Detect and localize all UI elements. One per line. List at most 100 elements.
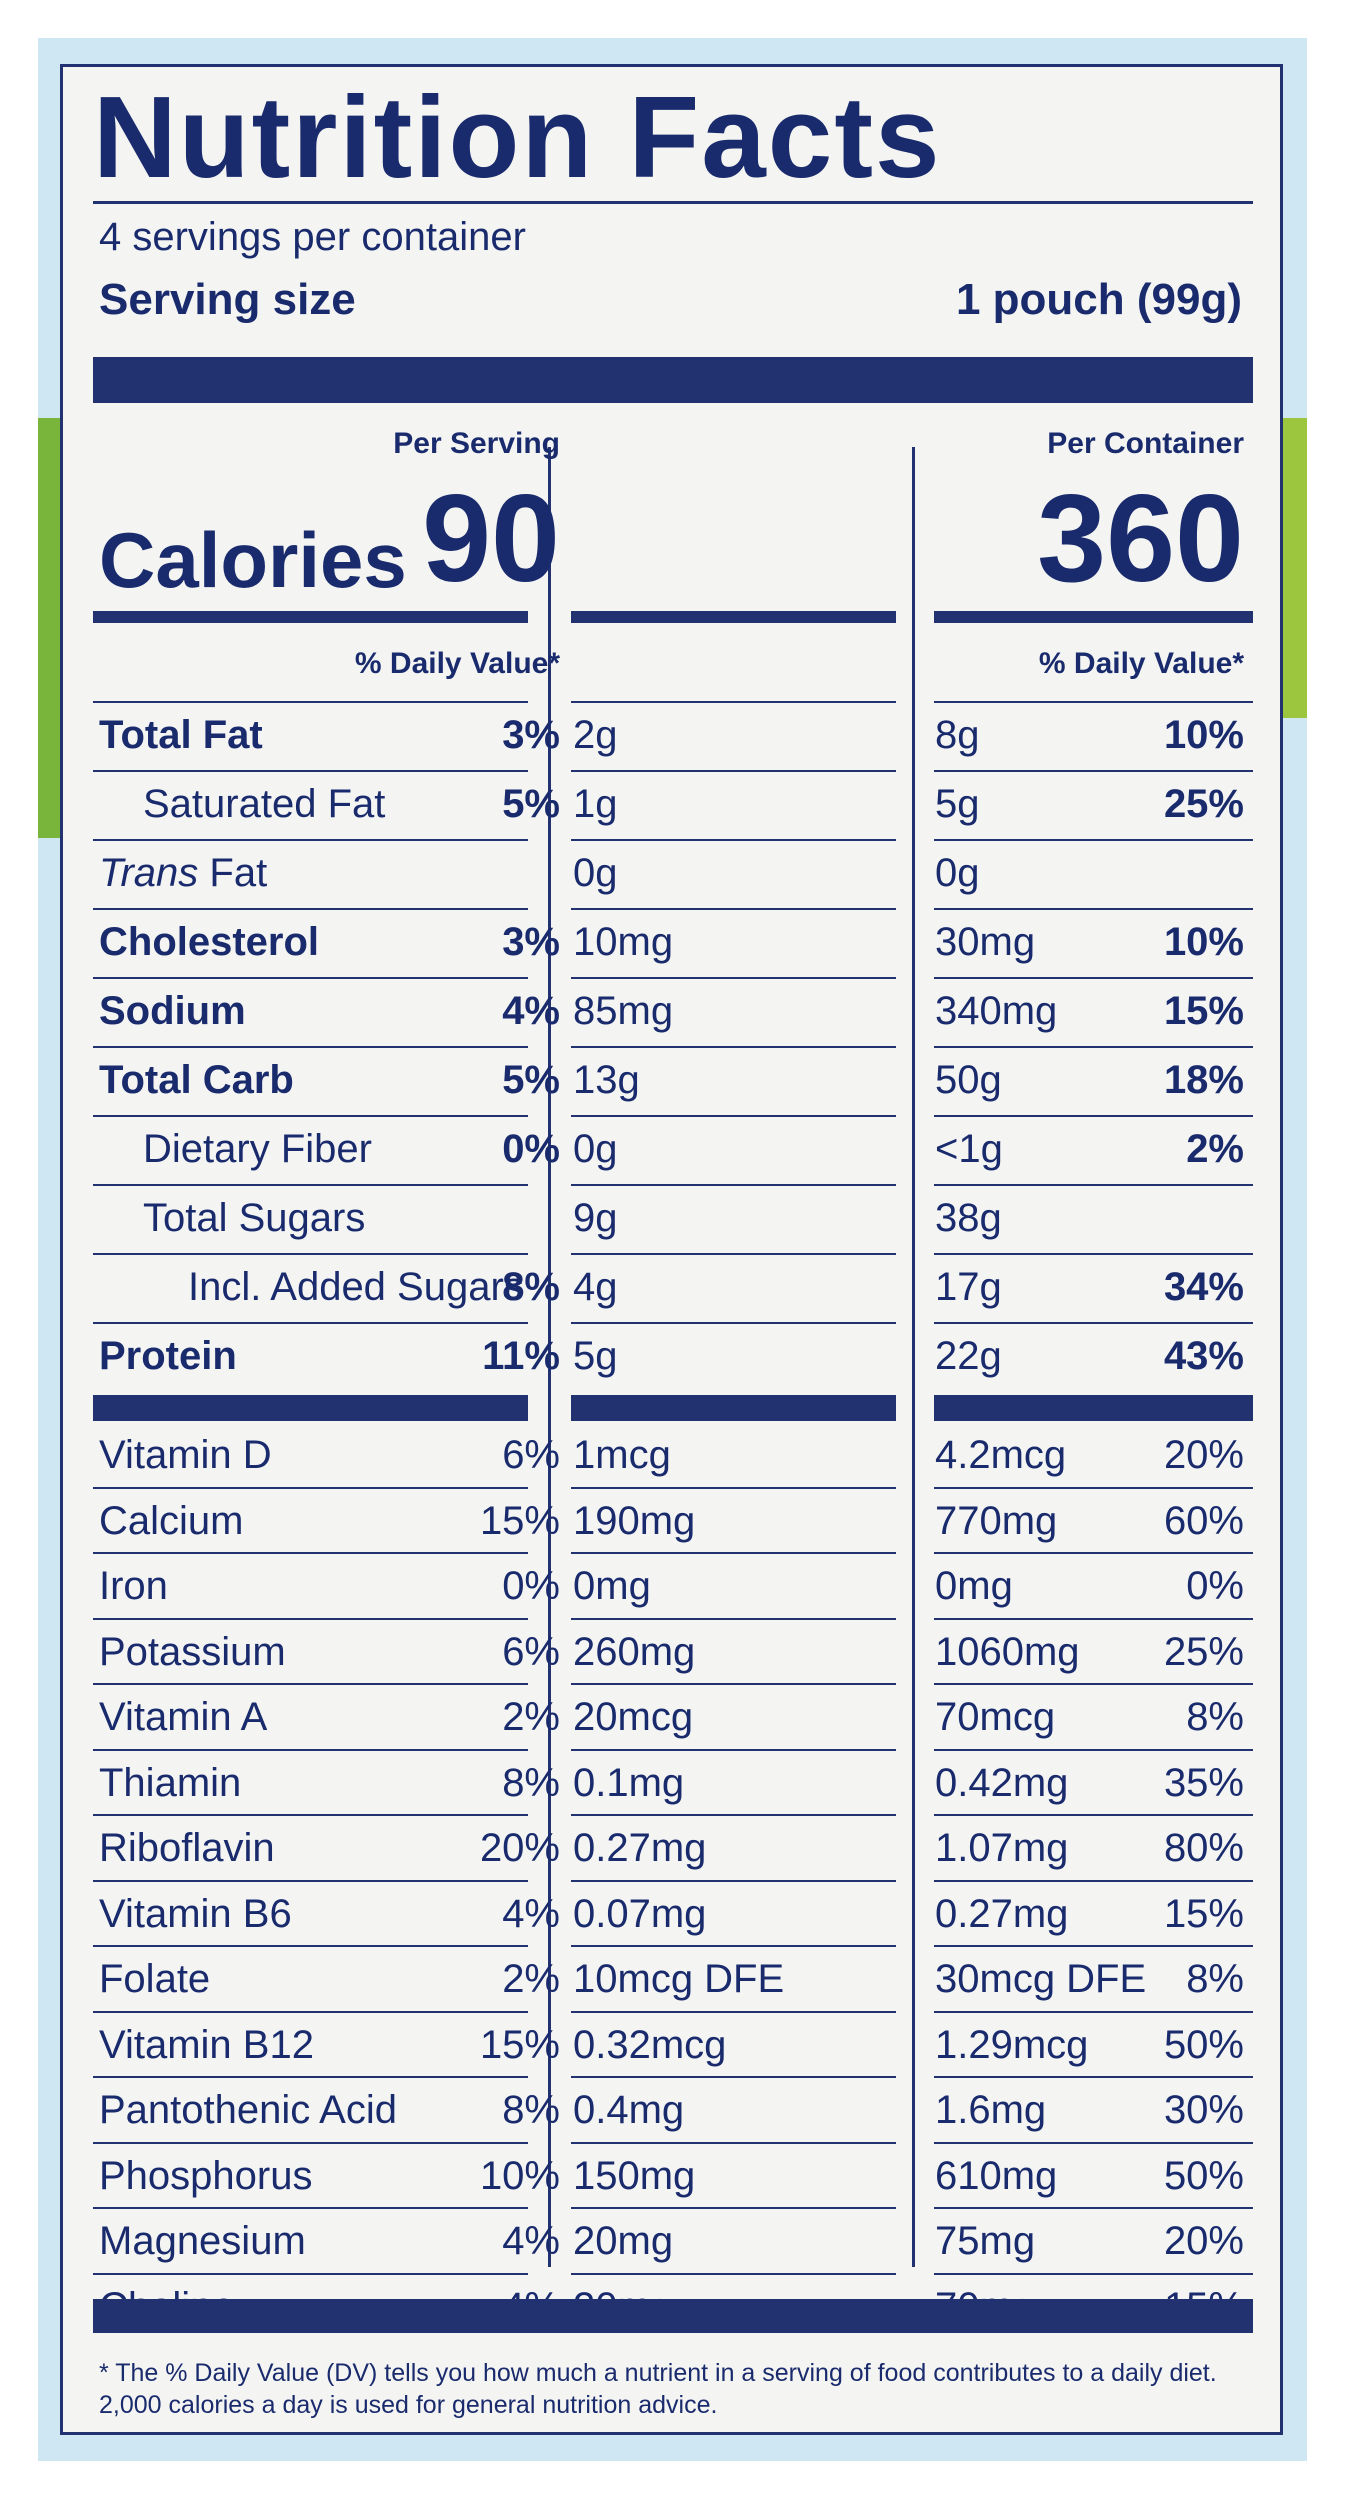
calories-per-container: 360: [1037, 470, 1244, 608]
container-amount: 38g: [935, 1196, 1002, 1240]
micro-row-8-rule-serving: [571, 1945, 896, 1947]
macro-row-2-rule-serving: [571, 839, 896, 841]
macro-row-9-rule-container: [934, 1322, 1253, 1324]
container-amount: 610mg: [935, 2154, 1058, 2198]
thick-bar-mid-serving: [571, 1395, 896, 1421]
nutrient-label: Cholesterol: [99, 920, 320, 964]
macro-row-3-rule-container: [934, 908, 1253, 910]
container-daily-value: 25%: [1163, 782, 1244, 826]
micro-row-7-rule-serving: [571, 1880, 896, 1882]
container-amount: 50g: [935, 1058, 1002, 1102]
micro-row-9-rule-serving: [571, 2011, 896, 2013]
micro-row-8-rule-label: [93, 1945, 528, 1947]
macro-row-2-rule-container: [934, 839, 1253, 841]
container-amount: 5g: [935, 782, 980, 826]
macro-row-0-rule-label: [93, 701, 528, 703]
container-amount: 30mcg DFE: [935, 1957, 1147, 2001]
thick-bar-top: [93, 357, 1253, 403]
nutrient-label: Riboflavin: [99, 1826, 275, 1870]
micro-row-3-rule-container: [934, 1618, 1253, 1620]
nutrient-label: Protein: [99, 1334, 237, 1378]
serving-amount: 260mg: [573, 1630, 696, 1674]
per-container-label: Per Container: [1047, 427, 1244, 460]
serving-daily-value: 4%: [502, 1892, 560, 1936]
macro-row-5-rule-serving: [571, 1046, 896, 1048]
serving-amount: 0mg: [573, 1564, 651, 1608]
serving-amount: 0.07mg: [573, 1892, 707, 1936]
serving-amount: 0g: [573, 1127, 618, 1171]
micro-row-2-rule-label: [93, 1552, 528, 1554]
serving-amount: 13g: [573, 1058, 640, 1102]
panel-title: Nutrition Facts: [93, 72, 942, 202]
container-daily-value: 18%: [1163, 1058, 1244, 1102]
serving-amount: 0.32mcg: [573, 2023, 727, 2067]
macro-row-7-rule-label: [93, 1184, 528, 1186]
micro-row-3-rule-serving: [571, 1618, 896, 1620]
serving-daily-value: 11%: [482, 1334, 560, 1378]
macro-row-4-rule-container: [934, 977, 1253, 979]
micro-row-5-rule-serving: [571, 1749, 896, 1751]
macro-row-7-rule-serving: [571, 1184, 896, 1186]
serving-daily-value: 6%: [502, 1630, 560, 1674]
nutrient-label: Phosphorus: [99, 2154, 313, 2198]
container-amount: 0mg: [935, 1564, 1013, 1608]
serving-amount: 1g: [573, 782, 618, 826]
container-amount: 22g: [935, 1334, 1002, 1378]
serving-daily-value: 5%: [502, 782, 560, 826]
serving-daily-value: 4%: [502, 2219, 560, 2263]
micro-row-2-rule-container: [934, 1552, 1253, 1554]
serving-amount: 0.1mg: [573, 1761, 685, 1805]
micro-row-13-rule-label: [93, 2273, 528, 2275]
micro-row-5-rule-container: [934, 1749, 1253, 1751]
calories-bar-serving: [571, 611, 896, 623]
container-amount: 17g: [935, 1265, 1002, 1309]
macro-row-1-rule-label: [93, 770, 528, 772]
micro-row-10-rule-serving: [571, 2076, 896, 2078]
container-amount: <1g: [935, 1127, 1003, 1171]
micro-row-9-rule-container: [934, 2011, 1253, 2013]
nutrient-label: Trans Fat: [99, 851, 268, 895]
micro-row-1-rule-serving: [571, 1487, 896, 1489]
macro-row-3-rule-label: [93, 908, 528, 910]
macro-row-2-rule-label: [93, 839, 528, 841]
label-backdrop: Nutrition Facts 4 servings per container…: [38, 38, 1307, 2461]
container-amount: 1.6mg: [935, 2088, 1047, 2132]
container-amount: 8g: [935, 713, 980, 757]
container-daily-value: 50%: [1163, 2023, 1244, 2067]
container-daily-value: 35%: [1163, 1761, 1244, 1805]
serving-daily-value: 3%: [502, 920, 560, 964]
column-divider-1: [548, 447, 551, 2267]
nutrient-label: Vitamin B6: [99, 1892, 292, 1936]
container-amount: 70mcg: [935, 1695, 1056, 1739]
macro-row-0-rule-serving: [571, 701, 896, 703]
micro-row-5-rule-label: [93, 1749, 528, 1751]
calories-per-serving: 90: [422, 470, 560, 608]
thick-bar-mid-container: [934, 1395, 1253, 1421]
serving-daily-value: 3%: [502, 713, 560, 757]
container-daily-value: 50%: [1163, 2154, 1244, 2198]
macro-row-5-rule-container: [934, 1046, 1253, 1048]
macro-row-3-rule-serving: [571, 908, 896, 910]
container-amount: 770mg: [935, 1499, 1058, 1543]
serving-amount: 150mg: [573, 2154, 696, 2198]
serving-daily-value: 15%: [479, 1499, 560, 1543]
container-daily-value: 8%: [1186, 1695, 1244, 1739]
nutrition-facts-panel: Nutrition Facts 4 servings per container…: [60, 64, 1283, 2435]
micro-row-6-rule-label: [93, 1814, 528, 1816]
nutrient-label: Vitamin D: [99, 1433, 272, 1477]
micro-row-12-rule-serving: [571, 2207, 896, 2209]
container-daily-value: 0%: [1186, 1564, 1244, 1608]
container-daily-value: 34%: [1163, 1265, 1244, 1309]
column-divider-2: [912, 447, 915, 2267]
calories-label: Calories: [99, 516, 407, 604]
container-daily-value: 80%: [1163, 1826, 1244, 1870]
serving-daily-value: 2%: [502, 1957, 560, 2001]
micro-row-3-rule-label: [93, 1618, 528, 1620]
macro-row-6-rule-container: [934, 1115, 1253, 1117]
serving-daily-value: 0%: [502, 1127, 560, 1171]
container-amount: 0g: [935, 851, 980, 895]
serving-amount: 2g: [573, 713, 618, 757]
macro-row-1-rule-container: [934, 770, 1253, 772]
container-daily-value: 2%: [1186, 1127, 1244, 1171]
container-amount: 1.29mcg: [935, 2023, 1089, 2067]
